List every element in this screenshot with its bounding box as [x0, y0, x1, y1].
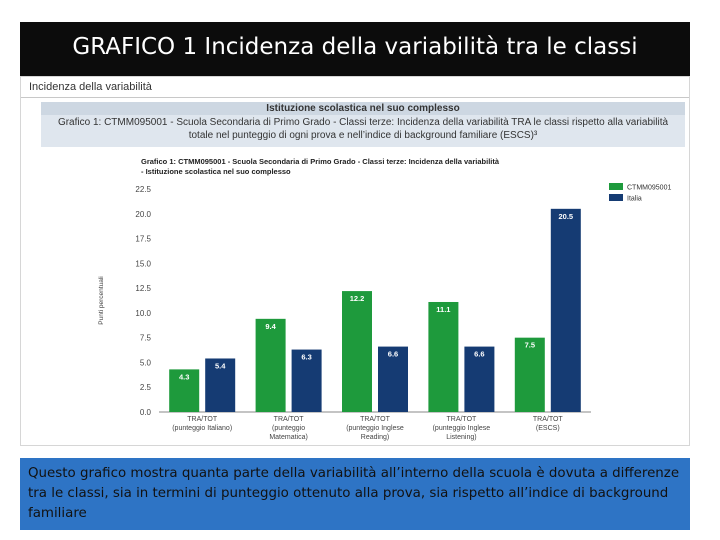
document-panel: Incidenza della variabilità Istituzione … — [20, 76, 690, 446]
bar-ctmm095001 — [428, 301, 459, 412]
bar-value-label: 9.4 — [265, 322, 276, 331]
bar-value-label: 4.3 — [179, 372, 189, 381]
bar-value-label: 6.6 — [474, 350, 484, 359]
category-label: TRA/TOT — [446, 416, 477, 423]
y-tick-label: 5.0 — [140, 358, 152, 367]
bar-italia — [464, 346, 495, 412]
category-label: (punteggio Inglese — [346, 425, 404, 432]
bar-ctmm095001 — [255, 318, 286, 412]
category-label: Listening) — [446, 434, 476, 441]
y-tick-label: 12.5 — [135, 284, 151, 293]
report-header-title: Istituzione scolastica nel suo complesso — [41, 102, 685, 115]
slide-title: GRAFICO 1 Incidenza della variabilità tr… — [20, 22, 690, 76]
caption-text: Questo grafico mostra quanta parte della… — [20, 458, 690, 530]
y-tick-label: 2.5 — [140, 383, 152, 392]
legend-label: Italia — [627, 196, 642, 203]
section-divider — [21, 97, 689, 98]
legend-swatch-italia — [609, 194, 623, 201]
bar-value-label: 12.2 — [350, 294, 365, 303]
y-tick-label: 15.0 — [135, 259, 151, 268]
y-tick-label: 7.5 — [140, 334, 152, 343]
chart-card: Grafico 1: CTMM095001 - Scuola Secondari… — [41, 149, 687, 445]
bar-value-label: 6.3 — [301, 353, 311, 362]
category-label: (punteggio Inglese — [433, 425, 491, 432]
section-label: Incidenza della variabilità — [29, 81, 152, 93]
category-label: (ESCS) — [536, 425, 560, 432]
category-label: TRA/TOT — [360, 416, 391, 423]
bar-value-label: 7.5 — [525, 341, 535, 350]
y-axis-label: Punti percentuali — [98, 276, 105, 324]
bar-italia — [378, 346, 408, 412]
report-header-description: Grafico 1: CTMM095001 - Scuola Secondari… — [57, 117, 669, 141]
category-label: (punteggio — [272, 425, 305, 432]
bar-italia — [205, 358, 236, 412]
y-tick-label: 22.5 — [135, 185, 151, 194]
bar-value-label: 20.5 — [558, 212, 573, 221]
category-label: (punteggio Italiano) — [172, 425, 232, 432]
bar-italia — [550, 208, 581, 412]
y-tick-label: 10.0 — [135, 309, 151, 318]
bar-ctmm095001 — [514, 337, 545, 412]
y-tick-label: 0.0 — [140, 408, 152, 417]
category-label: Matematica) — [269, 434, 308, 441]
y-tick-label: 20.0 — [135, 210, 151, 219]
legend-label: CTMM095001 — [627, 185, 671, 192]
category-label: TRA/TOT — [274, 416, 305, 423]
category-label: TRA/TOT — [187, 416, 218, 423]
report-header: Istituzione scolastica nel suo complesso… — [41, 102, 685, 147]
legend-swatch-ctmm095001 — [609, 183, 623, 190]
bar-chart: 0.0 2.5 5.0 7.5 10.0 12.5 15.0 17.5 20.0 22.5 Punt… — [98, 183, 671, 441]
bar-italia — [291, 349, 322, 412]
y-tick-label: 17.5 — [135, 235, 151, 244]
category-label: TRA/TOT — [533, 416, 564, 423]
bar-ctmm095001 — [342, 291, 372, 412]
bar-value-label: 6.6 — [388, 350, 398, 359]
bar-value-label: 11.1 — [436, 305, 450, 314]
bar-value-label: 5.4 — [215, 361, 226, 370]
bar-ctmm095001 — [169, 369, 200, 412]
chart-title: Grafico 1: CTMM095001 - Scuola Secondari… — [141, 157, 500, 176]
category-label: Reading) — [361, 434, 389, 441]
